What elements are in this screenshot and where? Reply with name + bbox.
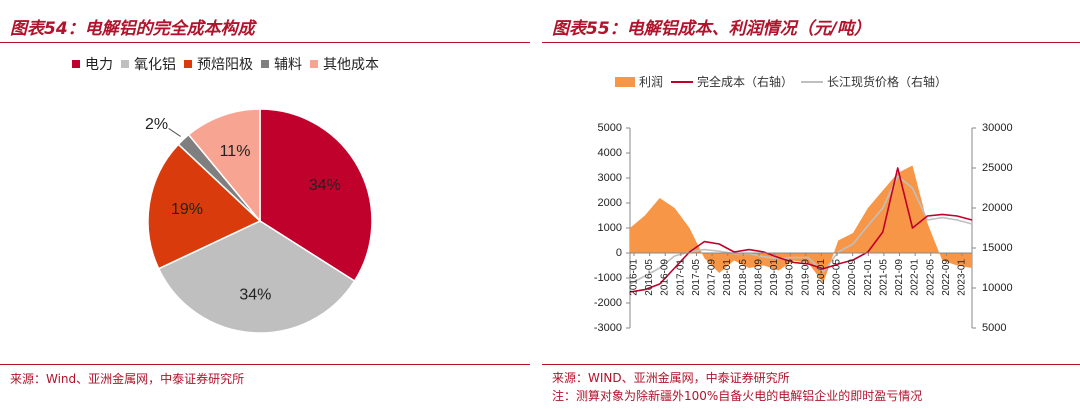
x-axis-tick-label: 2016-01 — [629, 259, 640, 296]
pie-chart: 34% 34% 19% 2% 11% — [145, 108, 373, 334]
profit-area — [630, 165, 972, 283]
right-axis-tick-label: 30000 — [982, 122, 1013, 134]
x-axis-tick-label: 2022-05 — [925, 259, 936, 296]
x-axis-tick-label: 2020-05 — [832, 259, 843, 296]
x-axis-tick-label: 2021-09 — [894, 259, 905, 296]
x-axis-tick-label: 2017-09 — [707, 259, 718, 296]
pie-legend-swatch — [121, 60, 129, 68]
pie-slice-label: 19% — [171, 201, 203, 218]
x-axis-tick-label: 2020-09 — [847, 259, 858, 296]
x-axis-tick-label: 2018-09 — [753, 259, 764, 296]
left-axis-tick-label: 1000 — [598, 222, 622, 234]
left-axis-tick-label: 0 — [616, 247, 622, 259]
line-legend: 利润 完全成本（右轴） 长江现货价格（右轴） — [615, 73, 955, 90]
pie-legend-item: 辅料 — [261, 54, 302, 74]
pie-slice-label: 2% — [145, 116, 168, 133]
x-axis-tick-label: 2016-05 — [644, 259, 655, 296]
pie-slice — [157, 220, 356, 334]
pie-legend-item: 氧化铝 — [121, 54, 176, 74]
x-axis-tick-label: 2019-05 — [785, 259, 796, 296]
pie-legend-swatch — [72, 60, 80, 68]
left-axis-tick-label: 4000 — [598, 147, 622, 159]
right-axis-tick-label: 5000 — [982, 322, 1006, 334]
x-axis-tick-label: 2023-01 — [957, 259, 968, 296]
pie-slice-label: 34% — [239, 286, 271, 303]
left-axis-tick-label: -3000 — [594, 322, 622, 334]
pie-slice-label: 11% — [220, 143, 251, 160]
x-axis-tick-label: 2022-09 — [941, 259, 952, 296]
pie-slice-label: 34% — [309, 177, 341, 194]
pie-source-note: 来源：Wind、亚洲金属网，中泰证券研究所 — [10, 372, 245, 386]
pie-title-rule — [0, 42, 530, 43]
x-axis-tick-label: 2018-05 — [738, 259, 749, 296]
pie-legend-label: 预焙阳极 — [197, 57, 253, 73]
line-legend-label: 完全成本（右轴） — [697, 75, 794, 89]
x-axis-tick-label: 2016-09 — [660, 259, 671, 296]
pie-legend-item: 其他成本 — [310, 54, 379, 74]
x-axis-tick-label: 2018-01 — [722, 259, 733, 296]
pie-slice — [187, 108, 261, 224]
line-legend-item: 长江现货价格（右轴） — [801, 73, 947, 90]
x-axis-tick-label: 2022-01 — [910, 259, 921, 296]
pie-legend-swatch — [184, 60, 192, 68]
right-axis-tick-label: 15000 — [982, 242, 1013, 254]
pie-legend: 电力 氧化铝 预焙阳极 辅料 其他成本 — [72, 54, 387, 74]
x-axis-tick-label: 2021-01 — [863, 259, 874, 296]
left-axis-tick-label: 3000 — [598, 172, 622, 184]
pie-legend-label: 氧化铝 — [134, 57, 176, 73]
pie-legend-swatch — [261, 60, 269, 68]
pie-slice — [147, 143, 262, 270]
pie-legend-label: 电力 — [85, 57, 113, 73]
x-axis-tick-label: 2019-01 — [769, 259, 780, 296]
x-axis-tick-label: 2017-01 — [675, 259, 686, 296]
left-axis-tick-label: 2000 — [598, 197, 622, 209]
left-axis-tick-label: -2000 — [594, 297, 622, 309]
line-legend-label: 利润 — [639, 75, 664, 89]
pie-legend-item: 预焙阳极 — [184, 54, 253, 74]
right-axis-tick-label: 20000 — [982, 202, 1013, 214]
line-legend-swatch — [801, 80, 824, 83]
line-panel: 图表55：电解铝成本、利润情况（元/吨） 利润 完全成本（右轴） 长江现货价格（右轴… — [542, 0, 1080, 409]
line-legend-swatch — [671, 80, 694, 83]
pie-footer-rule — [0, 364, 530, 365]
pie-legend-swatch — [310, 60, 318, 68]
line-figure-title: 图表55：电解铝成本、利润情况（元/吨） — [552, 19, 871, 39]
pie-panel: 图表54：电解铝的完全成本构成 电力 氧化铝 预焙阳极 辅料 其他成本 34% 34% 19… — [0, 0, 530, 409]
line-title-rule — [542, 42, 1080, 43]
x-axis-tick-label: 2019-09 — [800, 259, 811, 296]
line-footnote: 注：测算对象为除新疆外100%自备火电的电解铝企业的即时盈亏情况 — [552, 389, 923, 403]
pie-legend-label: 辅料 — [274, 57, 302, 73]
line-legend-item: 利润 — [615, 73, 663, 90]
x-axis-tick-label: 2017-05 — [691, 259, 702, 296]
pie-leader-line — [168, 127, 181, 137]
right-axis-tick-label: 10000 — [982, 282, 1013, 294]
line-footer-rule — [542, 364, 1080, 365]
line-legend-item: 完全成本（右轴） — [671, 73, 793, 90]
line-chart: 500040003000200010000-1000-2000-30003000… — [594, 122, 1013, 334]
pie-legend-label: 其他成本 — [323, 57, 379, 73]
left-axis-tick-label: 5000 — [598, 122, 622, 134]
line-legend-label: 长江现货价格（右轴） — [827, 75, 948, 89]
x-axis-tick-label: 2021-05 — [878, 259, 889, 296]
line-source-note: 来源：WIND、亚洲金属网，中泰证券研究所 — [552, 371, 790, 385]
x-axis-tick-label: 2020-01 — [816, 259, 827, 296]
right-axis-tick-label: 25000 — [982, 162, 1013, 174]
full-cost-line — [629, 167, 973, 293]
left-axis-tick-label: -1000 — [594, 272, 622, 284]
pie-legend-item: 电力 — [72, 54, 113, 74]
line-legend-swatch — [615, 76, 635, 87]
pie-figure-title: 图表54：电解铝的完全成本构成 — [10, 19, 255, 39]
